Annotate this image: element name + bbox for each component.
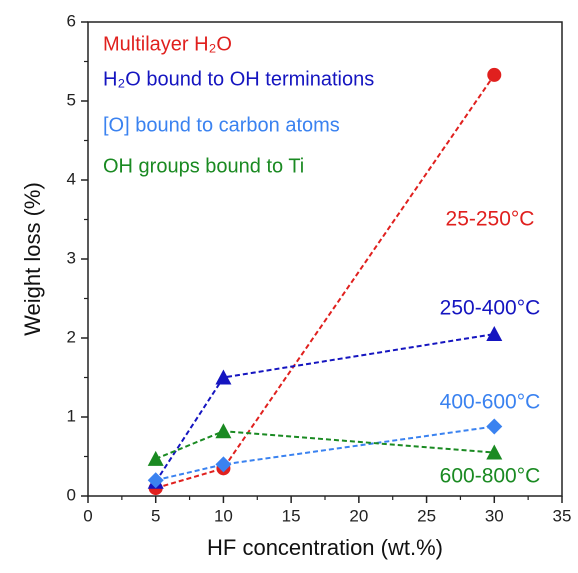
- legend-entry: OH groups bound to Ti: [103, 155, 304, 177]
- annotation: 400-600°C: [440, 391, 541, 414]
- x-tick-label: 5: [151, 506, 160, 525]
- annotation: 600-800°C: [440, 465, 541, 488]
- legend-entry: H₂O bound to OH terminations: [103, 68, 374, 90]
- x-tick-label: 0: [83, 506, 92, 525]
- y-axis-title: Weight loss (%): [20, 182, 45, 336]
- annotation: 25-250°C: [446, 208, 535, 231]
- x-tick-label: 30: [485, 506, 504, 525]
- annotation: 250-400°C: [440, 297, 541, 320]
- y-tick-label: 1: [67, 406, 76, 425]
- y-tick-label: 6: [67, 11, 76, 30]
- marker: [215, 456, 232, 473]
- legend-entry: Multilayer H₂O: [103, 33, 232, 55]
- marker: [147, 450, 164, 466]
- series-line: [155, 425, 495, 482]
- y-tick-label: 2: [67, 327, 76, 346]
- marker: [486, 444, 503, 460]
- marker: [215, 423, 232, 439]
- y-tick-label: 5: [67, 90, 76, 109]
- series-line: [155, 74, 496, 490]
- y-tick-label: 4: [67, 169, 76, 188]
- y-tick-label: 0: [67, 485, 76, 504]
- marker: [486, 418, 503, 435]
- x-axis-title: HF concentration (wt.%): [207, 535, 443, 560]
- series-line: [155, 430, 495, 460]
- y-tick-label: 3: [67, 248, 76, 267]
- x-tick-label: 25: [417, 506, 436, 525]
- x-tick-label: 10: [214, 506, 233, 525]
- marker: [147, 472, 164, 489]
- x-tick-label: 20: [349, 506, 368, 525]
- x-tick-label: 35: [553, 506, 572, 525]
- marker: [215, 369, 232, 385]
- legend-entry: [O] bound to carbon atoms: [103, 114, 340, 136]
- x-tick-label: 15: [282, 506, 301, 525]
- marker: [487, 67, 502, 82]
- marker: [486, 326, 503, 342]
